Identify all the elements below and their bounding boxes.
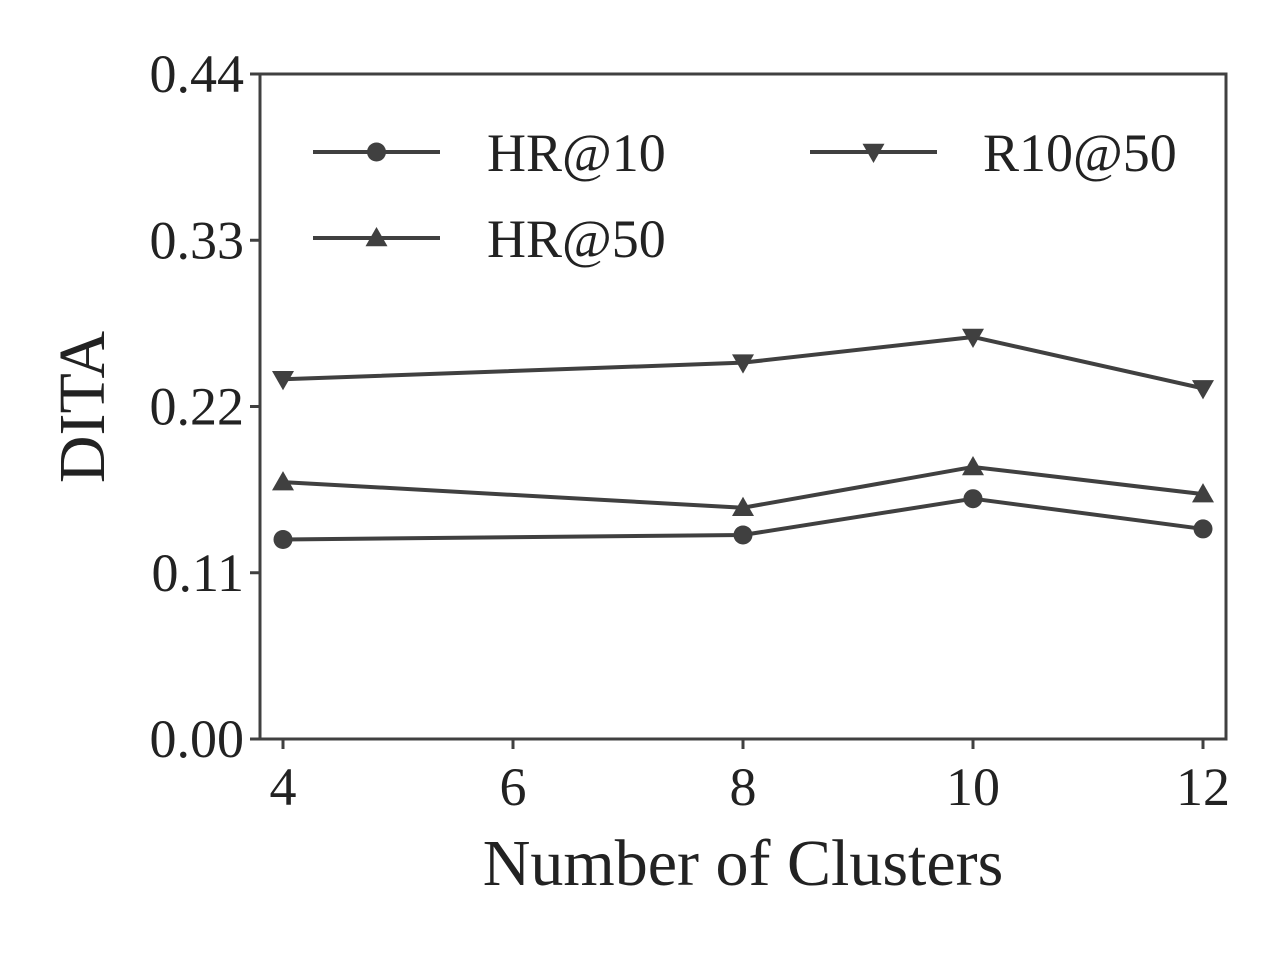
data-point bbox=[272, 471, 294, 491]
y-tick-label: 0.00 bbox=[150, 709, 245, 769]
legend-marker bbox=[365, 227, 388, 247]
x-tick-label: 6 bbox=[500, 757, 527, 817]
data-point bbox=[1193, 519, 1213, 539]
x-tick-label: 10 bbox=[946, 757, 1000, 817]
axes: 0.00 0.11 0.22 0.33 0.44 4 6 8 10 12 bbox=[150, 44, 1231, 817]
series-line bbox=[282, 464, 1204, 510]
data-point bbox=[963, 489, 983, 509]
plot-area bbox=[272, 328, 1214, 549]
data-point bbox=[1192, 380, 1214, 400]
data-point bbox=[732, 496, 754, 517]
y-tick-label: 0.44 bbox=[150, 44, 245, 104]
y-tick-label: 0.33 bbox=[150, 210, 245, 270]
series-line bbox=[282, 334, 1204, 391]
x-axis-title: Number of Clusters bbox=[483, 827, 1004, 900]
legend-marker bbox=[367, 142, 386, 162]
y-axis-title: DITA bbox=[46, 331, 119, 484]
data-point bbox=[733, 525, 753, 545]
legend-label: HR@50 bbox=[487, 209, 666, 269]
x-tick-label: 8 bbox=[730, 757, 757, 817]
data-point bbox=[962, 328, 984, 348]
data-point bbox=[273, 530, 293, 549]
data-point bbox=[272, 371, 294, 391]
series-line bbox=[282, 496, 1204, 542]
legend: HR@10 HR@50 R10@50 bbox=[313, 123, 1177, 269]
y-tick-label: 0.11 bbox=[152, 543, 245, 603]
data-point bbox=[1192, 483, 1214, 503]
x-tick-label: 4 bbox=[270, 757, 297, 817]
x-tick-label: 12 bbox=[1176, 757, 1230, 817]
legend-marker bbox=[862, 143, 885, 163]
data-point bbox=[732, 354, 754, 374]
legend-label: R10@50 bbox=[983, 123, 1177, 183]
data-point bbox=[962, 455, 984, 476]
y-tick-label: 0.22 bbox=[150, 377, 245, 437]
legend-label: HR@10 bbox=[487, 123, 666, 183]
